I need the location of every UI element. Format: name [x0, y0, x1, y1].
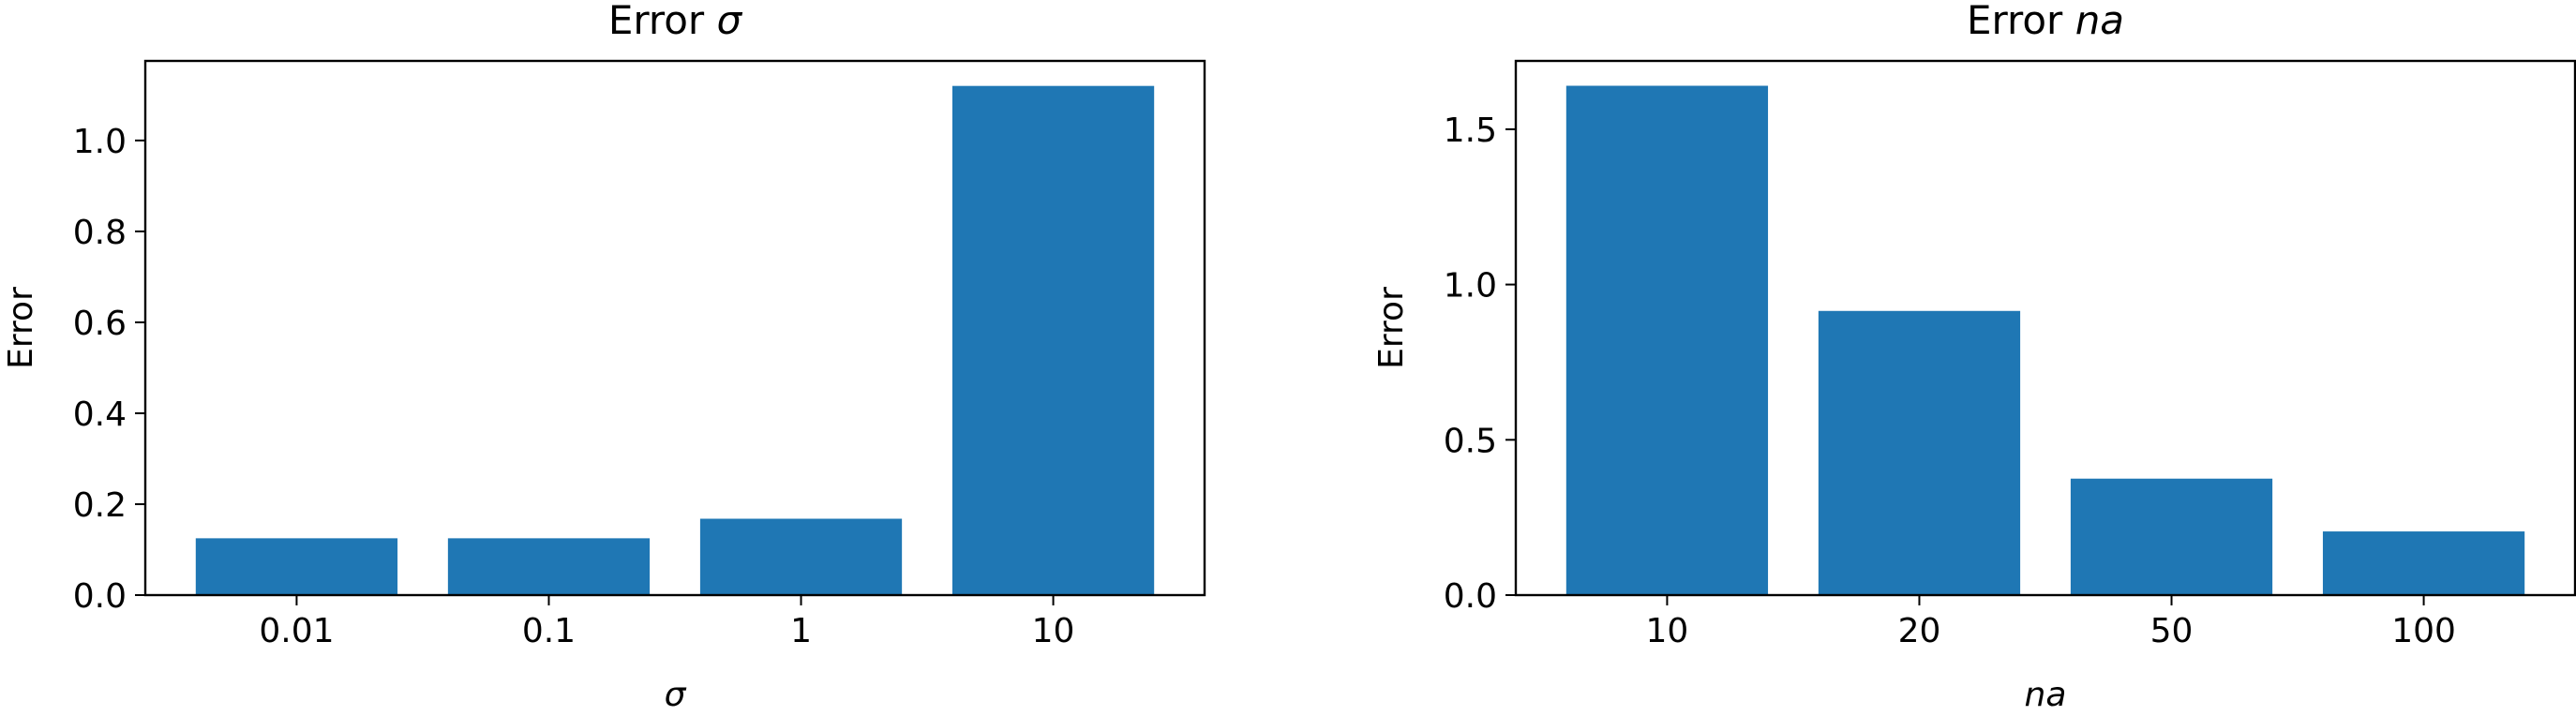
- x-tick-label: 10: [1032, 612, 1075, 650]
- x-tick-label: 1: [790, 612, 812, 650]
- y-tick-label: 0.6: [73, 305, 127, 343]
- y-tick-label: 1.5: [1444, 112, 1497, 150]
- x-tick-label: 20: [1898, 612, 1941, 650]
- chart-na: Error na 0.0 0.5 1.0 1.5 10 20 50 100 Error na: [1372, 0, 2576, 714]
- plot-frame: [143, 59, 1206, 597]
- y-tick-label: 0.5: [1444, 422, 1497, 460]
- y-tick-label: 0.2: [73, 486, 127, 525]
- x-tick-label: 50: [2150, 612, 2194, 650]
- x-axis-label: σ: [665, 676, 687, 714]
- bar: [447, 538, 651, 595]
- chart-sigma: Error σ 0.0 0.2 0.4 0.6 0.8 1.0 0.01 0.1 1 10 Er…: [2, 0, 1206, 714]
- chart-title: Error na: [1967, 0, 2124, 43]
- y-tick-label: 1.0: [73, 123, 127, 161]
- bar: [951, 85, 1155, 596]
- chart-title: Error σ: [608, 0, 743, 43]
- x-tick-label: 0.01: [259, 612, 334, 650]
- x-tick-label: 0.1: [522, 612, 576, 650]
- bar-group: [1565, 85, 2525, 596]
- y-axis: 0.0 0.2 0.4 0.6 0.8 1.0: [73, 123, 145, 616]
- y-axis-label: Error: [1372, 287, 1411, 369]
- bar: [1818, 310, 2021, 595]
- bar: [2070, 478, 2273, 595]
- x-axis-label: na: [2025, 676, 2067, 714]
- bar: [699, 518, 903, 595]
- y-tick-label: 0.8: [73, 214, 127, 252]
- y-tick-label: 0.0: [73, 577, 127, 616]
- x-tick-label: 100: [2391, 612, 2456, 650]
- y-axis-label: Error: [2, 287, 40, 369]
- bar-group: [195, 85, 1155, 596]
- x-axis: 0.01 0.1 1 10: [259, 595, 1074, 650]
- y-tick-label: 1.0: [1444, 267, 1497, 306]
- bar: [2322, 531, 2525, 595]
- x-axis: 10 20 50 100: [1646, 595, 2456, 650]
- y-tick-label: 0.0: [1444, 577, 1497, 616]
- bar: [195, 538, 398, 595]
- y-axis: 0.0 0.5 1.0 1.5: [1444, 112, 1516, 616]
- plot-frame: [1514, 59, 2576, 597]
- y-tick-label: 0.4: [73, 395, 127, 434]
- bar: [1565, 85, 1769, 596]
- x-tick-label: 10: [1646, 612, 1689, 650]
